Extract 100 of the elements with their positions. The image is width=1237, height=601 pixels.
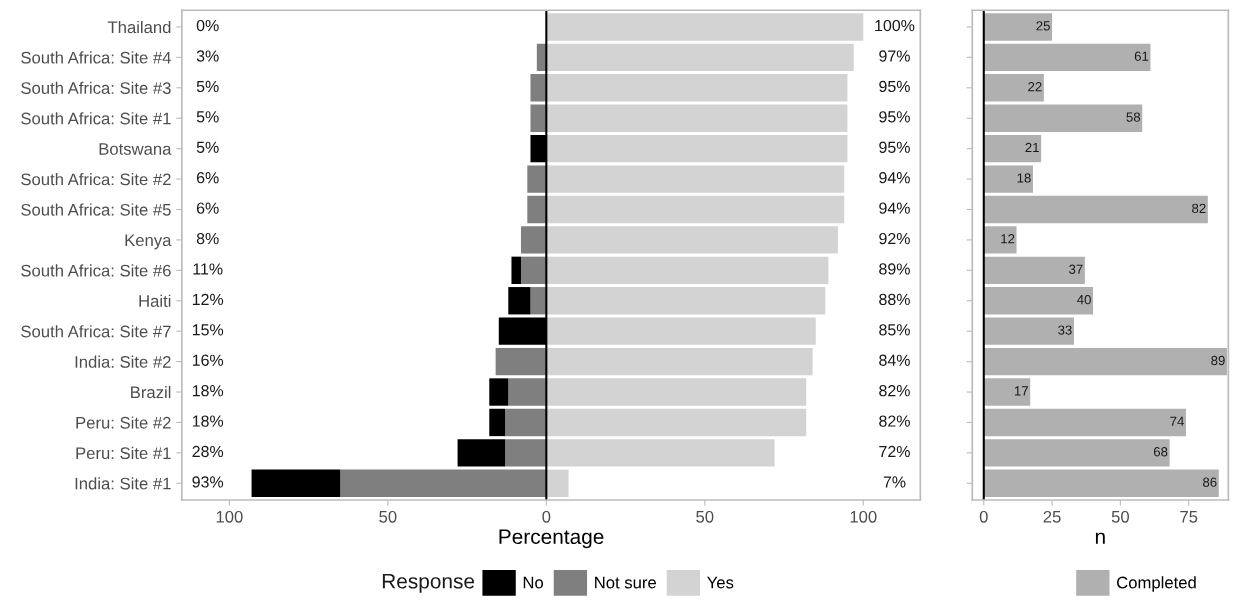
annotation: 94% bbox=[879, 172, 910, 184]
annotation: 5% bbox=[196, 80, 219, 93]
bar bbox=[340, 469, 547, 497]
data-label: 82 bbox=[1192, 203, 1206, 214]
annotation: 16% bbox=[192, 354, 224, 366]
bar bbox=[546, 43, 854, 72]
bar bbox=[983, 13, 1053, 41]
annotation: 3% bbox=[196, 50, 219, 62]
x-tick-label: 75 bbox=[1180, 511, 1198, 523]
annotation: 5% bbox=[196, 141, 219, 153]
bar bbox=[983, 226, 1017, 254]
bar bbox=[546, 134, 848, 163]
x-tick-label: 50 bbox=[696, 510, 714, 523]
bar bbox=[530, 287, 547, 315]
y-tick-label: South Africa: Site #4 bbox=[21, 51, 171, 64]
annotation: 0% bbox=[196, 19, 219, 32]
bar bbox=[546, 74, 848, 102]
bar bbox=[546, 226, 838, 254]
bar bbox=[505, 439, 547, 467]
annotation: 11% bbox=[193, 263, 223, 275]
legend-title: Response bbox=[382, 574, 475, 593]
data-label: 33 bbox=[1058, 325, 1072, 335]
bar bbox=[983, 43, 1151, 72]
annotation: 8% bbox=[196, 232, 219, 245]
legend-label: Completed bbox=[1117, 576, 1196, 592]
data-label: 89 bbox=[1211, 355, 1225, 366]
annotation: 88% bbox=[879, 293, 910, 306]
data-label: 25 bbox=[1036, 21, 1050, 31]
bar bbox=[983, 256, 1085, 285]
x-axis-title: Percentage bbox=[499, 529, 604, 549]
bar bbox=[546, 165, 845, 193]
bar bbox=[546, 195, 845, 224]
annotation: 28% bbox=[192, 445, 224, 458]
bar bbox=[546, 13, 864, 41]
bar bbox=[520, 256, 547, 285]
y-tick-label: South Africa: Site #7 bbox=[21, 325, 171, 338]
bar bbox=[495, 347, 547, 376]
data-label: 40 bbox=[1077, 294, 1091, 305]
annotation: 89% bbox=[879, 263, 910, 275]
x-tick-label: 0 bbox=[542, 510, 551, 523]
legend-label: Not sure bbox=[595, 576, 656, 589]
annotation: 12% bbox=[192, 293, 224, 305]
x-tick-label: 50 bbox=[379, 510, 397, 523]
x-tick-label: 100 bbox=[850, 510, 877, 523]
y-tick-label: South Africa: Site #1 bbox=[21, 112, 171, 125]
x-tick-label: 25 bbox=[1043, 510, 1061, 523]
x-tick-label: 0 bbox=[979, 510, 988, 523]
legend-label: Yes bbox=[707, 576, 734, 589]
bar bbox=[983, 195, 1208, 224]
bar bbox=[527, 165, 547, 193]
annotation: 18% bbox=[192, 415, 224, 427]
bar bbox=[527, 195, 547, 224]
bar bbox=[530, 74, 547, 102]
bar bbox=[530, 104, 547, 132]
bar bbox=[251, 469, 341, 497]
legend-label: No bbox=[523, 576, 544, 589]
y-tick-label: South Africa: Site #3 bbox=[21, 81, 171, 94]
annotation: 18% bbox=[192, 385, 224, 397]
bar bbox=[546, 317, 816, 345]
bar bbox=[546, 439, 775, 467]
x-tick-label: 100 bbox=[216, 510, 243, 523]
bar bbox=[983, 287, 1094, 315]
bar bbox=[546, 287, 826, 315]
bar bbox=[983, 134, 1042, 163]
annotation: 93% bbox=[192, 476, 224, 488]
bar bbox=[508, 378, 547, 406]
annotation: 97% bbox=[879, 50, 910, 62]
annotation: 82% bbox=[879, 415, 910, 427]
x-axis-title: n bbox=[1095, 532, 1105, 544]
annotation: 6% bbox=[196, 172, 219, 184]
y-tick-label: South Africa: Site #2 bbox=[21, 173, 171, 186]
bar bbox=[546, 256, 829, 285]
annotation: 92% bbox=[879, 232, 910, 245]
y-tick-label: Haiti bbox=[139, 294, 171, 307]
bar bbox=[983, 165, 1033, 193]
y-tick-label: South Africa: Site #6 bbox=[21, 264, 171, 277]
bar bbox=[489, 408, 506, 437]
annotation: 72% bbox=[879, 445, 910, 458]
bar bbox=[489, 378, 509, 406]
y-tick-label: Peru: Site #2 bbox=[76, 416, 171, 429]
bar bbox=[983, 104, 1143, 132]
annotation: 94% bbox=[879, 202, 910, 214]
data-label: 21 bbox=[1025, 142, 1039, 153]
y-tick-label: India: Site #1 bbox=[75, 477, 171, 490]
data-label: 12 bbox=[1001, 234, 1015, 244]
bar bbox=[983, 408, 1186, 437]
data-label: 86 bbox=[1203, 477, 1217, 487]
annotation: 7% bbox=[883, 476, 906, 488]
bar bbox=[546, 347, 813, 376]
data-label: 37 bbox=[1069, 264, 1083, 274]
y-tick-label: Botswana bbox=[99, 143, 172, 155]
bar bbox=[983, 74, 1044, 102]
annotation: 84% bbox=[879, 354, 910, 366]
data-label: 61 bbox=[1134, 51, 1149, 61]
bar bbox=[983, 378, 1031, 406]
bar bbox=[457, 439, 506, 467]
data-label: 22 bbox=[1028, 81, 1042, 92]
annotation: 100% bbox=[875, 19, 915, 32]
bar bbox=[520, 226, 547, 254]
annotation: 95% bbox=[879, 111, 910, 123]
